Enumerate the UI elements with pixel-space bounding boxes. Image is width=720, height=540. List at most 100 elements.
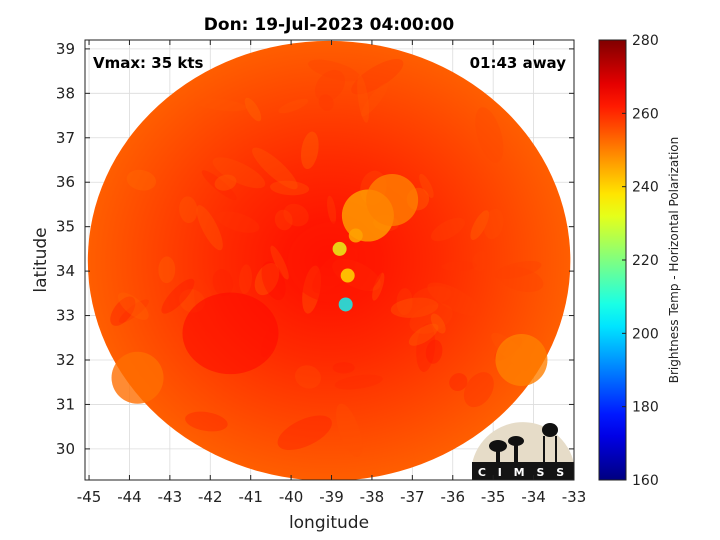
feature-hot-tower (338, 297, 353, 312)
texture-blob (179, 196, 198, 224)
texture-blob (300, 131, 319, 170)
texture-blob (419, 173, 434, 198)
texture-blob (110, 296, 136, 326)
texture-blob (314, 69, 346, 102)
chart-title: Don: 19-Jul-2023 04:00:00 (204, 15, 455, 35)
texture-blob (161, 278, 195, 314)
texture-blob (261, 261, 286, 301)
texture-blob (409, 303, 453, 334)
texture-blob (396, 288, 413, 316)
texture-blob (430, 313, 446, 334)
y-tick-label: 38 (56, 84, 75, 102)
dish-pole (496, 450, 500, 462)
texture-blob (327, 195, 337, 224)
x-tick-label: -36 (441, 488, 466, 506)
texture-blob (470, 210, 490, 240)
y-tick-label: 31 (56, 395, 75, 413)
texture-blob (336, 403, 363, 457)
x-tick-label: -33 (562, 488, 587, 506)
colorbar-tick-label: 200 (632, 326, 659, 342)
y-tick-label: 39 (56, 40, 75, 58)
texture-blob (318, 94, 334, 111)
texture-blob (252, 147, 298, 190)
texture-blob (216, 211, 260, 233)
feature-core (287, 221, 384, 304)
texture-blob (449, 373, 468, 392)
texture-blob (126, 169, 157, 191)
x-tick-label: -45 (77, 488, 102, 506)
texture-blob (118, 299, 149, 323)
satellite-dish-icon (489, 440, 507, 452)
x-axis-label: longitude (289, 513, 369, 533)
x-tick-label: -34 (521, 488, 546, 506)
texture-blob (408, 323, 439, 346)
y-tick-label: 37 (56, 129, 75, 147)
texture-blob (472, 250, 489, 272)
y-tick-label: 33 (56, 307, 75, 325)
tower-leg (543, 436, 545, 462)
texture-blob (158, 256, 176, 284)
feature-convection-2 (340, 268, 355, 283)
plot-border (84, 39, 575, 481)
x-tick-label: -37 (400, 488, 425, 506)
texture-blob (334, 374, 383, 390)
logo-banner (472, 462, 574, 480)
texture-blob (185, 411, 228, 432)
texture-blob (254, 263, 280, 296)
texture-blob (412, 286, 452, 306)
texture-blob (196, 205, 223, 251)
dish-pole (514, 445, 518, 462)
texture-blob (351, 59, 404, 95)
texture-blob (212, 157, 266, 189)
y-axis-label: latitude (31, 227, 51, 292)
texture-blob (283, 203, 309, 227)
swath-layer (87, 40, 571, 480)
texture-blob (270, 245, 289, 280)
colorbar-tick-label: 180 (632, 400, 659, 416)
time-away-label: 01:43 away (470, 54, 567, 72)
texture-blob (194, 98, 248, 112)
colorbar (598, 39, 627, 481)
texture-blob (441, 261, 477, 272)
x-tick-label: -41 (238, 488, 263, 506)
x-tick-label: -42 (198, 488, 223, 506)
texture-blob (357, 75, 370, 123)
y-tick-label: 30 (56, 440, 75, 458)
y-tick-label: 36 (56, 173, 75, 191)
colorbar-ticks: 160 180 200 220 240 260 280 (622, 33, 659, 489)
texture-blob (244, 97, 262, 122)
feature-warm-se (495, 334, 548, 386)
colorbar-tick-label: 220 (632, 253, 659, 269)
logo-text: C I M S S (478, 466, 568, 479)
texture-blob (475, 107, 504, 164)
texture-blob (308, 59, 361, 82)
x-tick-label: -43 (158, 488, 183, 506)
colorbar-tick-label: 240 (632, 180, 659, 196)
y-tick-label: 32 (56, 351, 75, 369)
texture-blob (390, 297, 439, 318)
texture-blob (416, 323, 436, 372)
texture-blob (332, 362, 355, 374)
colorbar-tick-label: 280 (632, 33, 659, 49)
colorbar-label: Brightness Temp - Horizontal Polarizatio… (667, 137, 681, 384)
tower-leg (555, 436, 557, 462)
texture-blob (294, 365, 321, 389)
cimss-logo: C I M S S (472, 422, 574, 480)
texture-blob (425, 339, 443, 364)
feature-band-2 (366, 174, 419, 226)
x-tick-label: -35 (481, 488, 506, 506)
y-tick-label: 35 (56, 218, 75, 236)
x-tick-label: -39 (319, 488, 344, 506)
texture-blob (201, 170, 237, 201)
texture-blob (278, 98, 309, 114)
texture-blob (274, 209, 293, 231)
texture-blob (361, 82, 389, 117)
x-tick-label: -40 (279, 488, 304, 506)
y-tick-label: 34 (56, 262, 75, 280)
colorbar-tick-label: 260 (632, 106, 659, 122)
texture-blob (372, 272, 385, 301)
x-axis: -45 -44 -43 -42 -41 -40 -39 -38 -37 -36 -35 -34 -33 (77, 40, 586, 506)
y-axis: 30 31 32 33 34 35 36 37 38 39 (56, 40, 574, 458)
texture-blob (212, 269, 234, 297)
feature-convection-1 (332, 241, 347, 256)
